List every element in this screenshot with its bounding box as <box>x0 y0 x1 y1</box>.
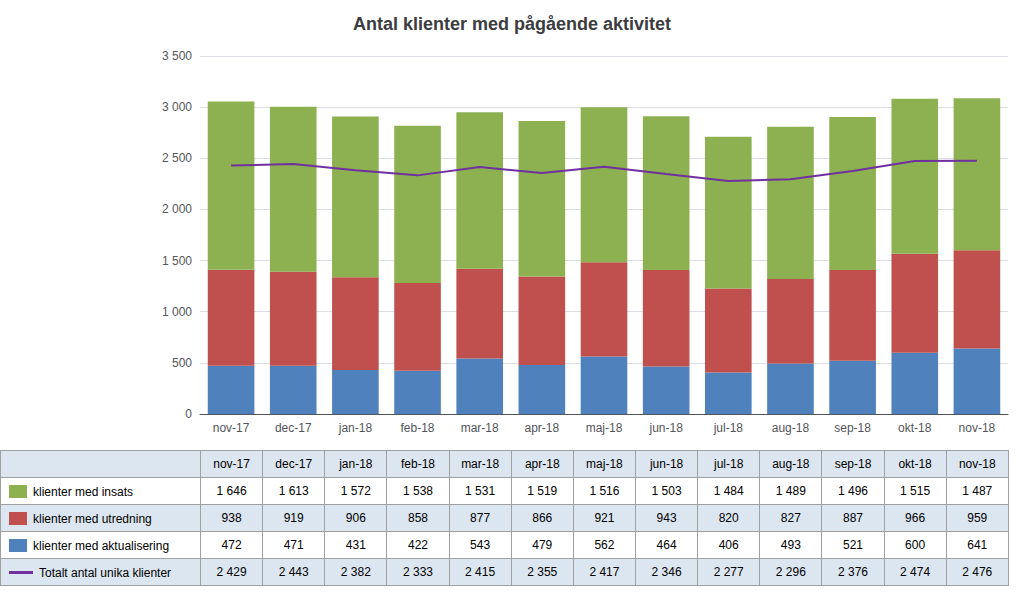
html-text:919: 919 <box>283 511 304 525</box>
html-text:jan-18: jan-18 <box>339 457 373 471</box>
html-text:820: 820 <box>718 511 739 525</box>
html-text:600: 600 <box>905 538 926 552</box>
html-text:dec-17: dec-17 <box>275 457 313 471</box>
html-text:1 572: 1 572 <box>340 484 371 498</box>
html-text:feb-18: feb-18 <box>401 457 435 471</box>
svg-text:jan-18: jan-18 <box>338 421 373 435</box>
html-text:464: 464 <box>656 538 677 552</box>
html-text:866: 866 <box>532 511 553 525</box>
html-text:2 355: 2 355 <box>527 565 558 579</box>
html-text:472: 472 <box>221 538 242 552</box>
svg-text:0: 0 <box>185 407 192 421</box>
html-text:okt-18: okt-18 <box>898 457 932 471</box>
html-text:1 613: 1 613 <box>278 484 309 498</box>
html-text:1 538: 1 538 <box>403 484 433 498</box>
svg-text:3 500: 3 500 <box>162 49 192 63</box>
html-text:1 489: 1 489 <box>775 484 806 498</box>
svg-text:1 000: 1 000 <box>162 305 192 319</box>
html-text:1 503: 1 503 <box>651 484 682 498</box>
html-text:887: 887 <box>843 511 863 525</box>
html-text:877: 877 <box>470 511 491 525</box>
svg-text:500: 500 <box>172 356 192 370</box>
html-text:klienter med insats: klienter med insats <box>33 484 133 499</box>
html-text:maj-18: maj-18 <box>586 457 623 471</box>
html-text:562: 562 <box>594 538 615 552</box>
html-text:1 487: 1 487 <box>962 484 993 498</box>
svg-text:nov-18: nov-18 <box>959 421 996 435</box>
html-text:471: 471 <box>283 538 304 552</box>
html-text:2 376: 2 376 <box>838 565 868 579</box>
svg-text:mar-18: mar-18 <box>461 421 499 435</box>
html-text:966: 966 <box>905 511 926 525</box>
svg-text:jul-18: jul-18 <box>713 421 744 435</box>
html-text:2 476: 2 476 <box>962 565 993 579</box>
html-text:1 519: 1 519 <box>527 484 558 498</box>
svg-text:aug-18: aug-18 <box>772 421 810 435</box>
svg-text:2 500: 2 500 <box>162 151 192 165</box>
svg-text:jun-18: jun-18 <box>648 421 683 435</box>
html-text:2 415: 2 415 <box>465 565 496 579</box>
html-text:2 417: 2 417 <box>589 565 620 579</box>
html-text:1 484: 1 484 <box>713 484 744 498</box>
html-text:klienter med utredning: klienter med utredning <box>33 511 152 526</box>
html-text:2 382: 2 382 <box>340 565 371 579</box>
svg-text:feb-18: feb-18 <box>401 421 435 435</box>
html-text:2 296: 2 296 <box>775 565 806 579</box>
svg-text:2 000: 2 000 <box>162 202 192 216</box>
html-text:521: 521 <box>843 538 863 552</box>
html-text:641: 641 <box>967 538 988 552</box>
html-text:1 516: 1 516 <box>589 484 620 498</box>
html-text:938: 938 <box>221 511 242 525</box>
html-text:nov-18: nov-18 <box>958 457 996 471</box>
svg-text:Antal klienter med pågående ak: Antal klienter med pågående aktivitet <box>353 14 671 34</box>
svg-text:okt-18: okt-18 <box>898 421 932 435</box>
html-text:nov-17: nov-17 <box>213 457 250 471</box>
html-text:2 346: 2 346 <box>651 565 682 579</box>
html-text:1 531: 1 531 <box>465 484 496 498</box>
html-text:1 496: 1 496 <box>838 484 868 498</box>
svg-text:apr-18: apr-18 <box>525 421 560 435</box>
html-text:2 277: 2 277 <box>713 565 744 579</box>
svg-text:nov-17: nov-17 <box>213 421 250 435</box>
html-text:2 443: 2 443 <box>278 565 309 579</box>
html-text:959: 959 <box>967 511 988 525</box>
html-text:sep-18: sep-18 <box>834 457 872 471</box>
html-text:2 333: 2 333 <box>403 565 433 579</box>
svg-text:1 500: 1 500 <box>162 254 192 268</box>
svg-text:maj-18: maj-18 <box>586 421 623 435</box>
html-text:Totalt antal unika klienter: Totalt antal unika klienter <box>39 565 172 580</box>
html-text:2 474: 2 474 <box>900 565 931 579</box>
svg-text:dec-17: dec-17 <box>275 421 312 435</box>
html-text:431: 431 <box>345 538 366 552</box>
html-text:943: 943 <box>656 511 677 525</box>
html-text:858: 858 <box>408 511 428 525</box>
html-text:apr-18: apr-18 <box>524 457 560 471</box>
html-text:406: 406 <box>718 538 739 552</box>
html-text:klienter med aktualisering: klienter med aktualisering <box>33 538 170 553</box>
html-text:aug-18: aug-18 <box>772 457 810 471</box>
html-text:543: 543 <box>470 538 491 552</box>
html-text:906: 906 <box>345 511 366 525</box>
html-text:2 429: 2 429 <box>216 565 247 579</box>
html-text:jun-18: jun-18 <box>649 457 684 471</box>
html-text:1 515: 1 515 <box>900 484 931 498</box>
html-text:1 646: 1 646 <box>216 484 247 498</box>
html-text:422: 422 <box>408 538 428 552</box>
html-text:jul-18: jul-18 <box>714 457 744 471</box>
html-text:479: 479 <box>532 538 553 552</box>
html-text:mar-18: mar-18 <box>461 457 500 471</box>
svg-text:sep-18: sep-18 <box>834 421 871 435</box>
html-text:493: 493 <box>780 538 801 552</box>
svg-text:3 000: 3 000 <box>162 100 192 114</box>
html-text:827: 827 <box>780 511 801 525</box>
html-text:921: 921 <box>594 511 615 525</box>
